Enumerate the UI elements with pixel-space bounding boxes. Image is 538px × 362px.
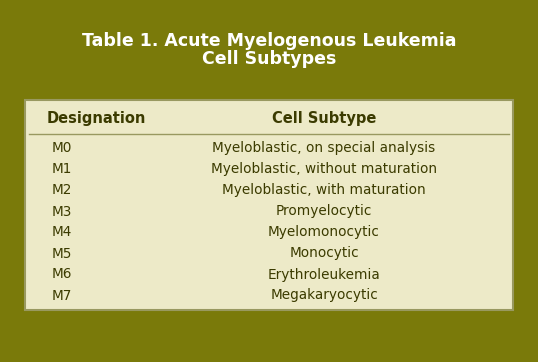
Text: Megakaryocytic: Megakaryocytic — [270, 289, 378, 303]
Bar — [25, 100, 513, 310]
Text: Myeloblastic, without maturation: Myeloblastic, without maturation — [211, 163, 437, 177]
Text: M1: M1 — [52, 163, 73, 177]
Text: Designation: Designation — [47, 110, 146, 126]
Text: M4: M4 — [52, 226, 73, 240]
Text: M6: M6 — [52, 268, 73, 282]
Text: Promyelocytic: Promyelocytic — [276, 205, 372, 219]
Text: Myeloblastic, with maturation: Myeloblastic, with maturation — [222, 184, 426, 198]
Text: M0: M0 — [52, 142, 73, 156]
Text: Monocytic: Monocytic — [289, 247, 359, 261]
Text: Myeloblastic, on special analysis: Myeloblastic, on special analysis — [213, 142, 436, 156]
Text: M5: M5 — [52, 247, 73, 261]
Text: Erythroleukemia: Erythroleukemia — [267, 268, 380, 282]
Text: Table 1. Acute Myelogenous Leukemia: Table 1. Acute Myelogenous Leukemia — [82, 33, 456, 51]
Text: Myelomonocytic: Myelomonocytic — [268, 226, 380, 240]
Text: M7: M7 — [52, 289, 73, 303]
Text: Cell Subtype: Cell Subtype — [272, 110, 376, 126]
Text: M2: M2 — [52, 184, 73, 198]
Text: Cell Subtypes: Cell Subtypes — [202, 50, 336, 67]
Text: M3: M3 — [52, 205, 73, 219]
